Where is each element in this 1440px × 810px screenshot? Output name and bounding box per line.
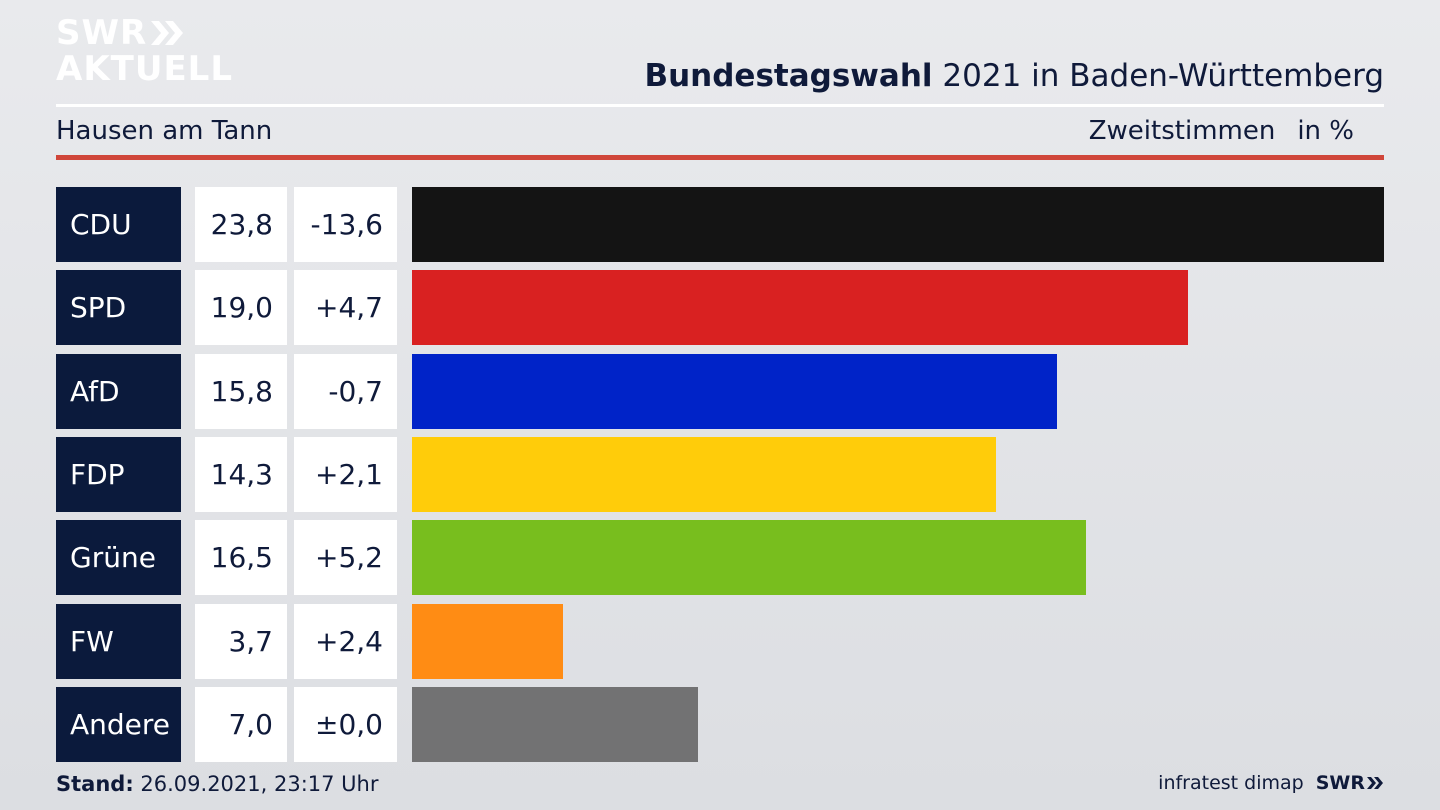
- change-label: +2,4: [294, 604, 397, 679]
- chart-row: Grüne 16,5 +5,2: [56, 520, 1384, 595]
- logo-line2: AKTUELL: [56, 49, 234, 89]
- change-label: -0,7: [294, 354, 397, 429]
- value-label: 14,3: [195, 437, 287, 512]
- party-label: SPD: [56, 270, 181, 345]
- logo-line1: SWR: [56, 13, 148, 53]
- value-label: 19,0: [195, 270, 287, 345]
- accent-divider: [56, 155, 1384, 160]
- change-label: +4,7: [294, 270, 397, 345]
- timestamp: Stand: 26.09.2021, 23:17 Uhr: [56, 772, 379, 796]
- chart-row: FW 3,7 +2,4: [56, 604, 1384, 679]
- footer-credits: infratest dimap SWR: [1158, 772, 1384, 794]
- chart-title: Bundestagswahl 2021 in Baden-Württemberg: [644, 58, 1384, 94]
- bar: [412, 270, 1188, 345]
- change-label: ±0,0: [294, 687, 397, 762]
- vote-type: Zweitstimmen: [1088, 116, 1276, 146]
- unit-label: in %: [1297, 116, 1354, 146]
- title-rest: 2021 in Baden-Württemberg: [932, 58, 1384, 94]
- place-name: Hausen am Tann: [56, 116, 273, 146]
- chart-row: Andere 7,0 ±0,0: [56, 687, 1384, 762]
- party-label: FDP: [56, 437, 181, 512]
- change-label: +5,2: [294, 520, 397, 595]
- bar: [412, 687, 698, 762]
- party-label: FW: [56, 604, 181, 679]
- swr-aktuell-logo: SWR AKTUELL: [56, 16, 233, 86]
- title-bold: Bundestagswahl: [644, 58, 933, 94]
- change-label: +2,1: [294, 437, 397, 512]
- double-chevron-icon: [1367, 777, 1383, 789]
- source-label: infratest dimap: [1158, 772, 1304, 794]
- value-label: 16,5: [195, 520, 287, 595]
- chart-row: SPD 19,0 +4,7: [56, 270, 1384, 345]
- stand-label: Stand:: [56, 772, 134, 796]
- value-label: 23,8: [195, 187, 287, 262]
- chart-row: CDU 23,8 -13,6: [56, 187, 1384, 262]
- change-label: -13,6: [294, 187, 397, 262]
- swr-footer-logo: SWR: [1316, 772, 1384, 794]
- chart-row: AfD 15,8 -0,7: [56, 354, 1384, 429]
- chart-row: FDP 14,3 +2,1: [56, 437, 1384, 512]
- bar: [412, 520, 1086, 595]
- value-label: 15,8: [195, 354, 287, 429]
- bar: [412, 354, 1057, 429]
- bar: [412, 604, 563, 679]
- party-label: Andere: [56, 687, 181, 762]
- party-label: Grüne: [56, 520, 181, 595]
- double-chevron-icon: [151, 21, 184, 45]
- vote-unit-label: Zweitstimmen in %: [1089, 116, 1354, 146]
- party-label: CDU: [56, 187, 181, 262]
- value-label: 7,0: [195, 687, 287, 762]
- stand-value: 26.09.2021, 23:17 Uhr: [133, 772, 379, 796]
- bar: [412, 437, 996, 512]
- bar: [412, 187, 1384, 262]
- value-label: 3,7: [195, 604, 287, 679]
- footer-brand: SWR: [1315, 772, 1365, 794]
- party-label: AfD: [56, 354, 181, 429]
- header-divider: [56, 104, 1384, 107]
